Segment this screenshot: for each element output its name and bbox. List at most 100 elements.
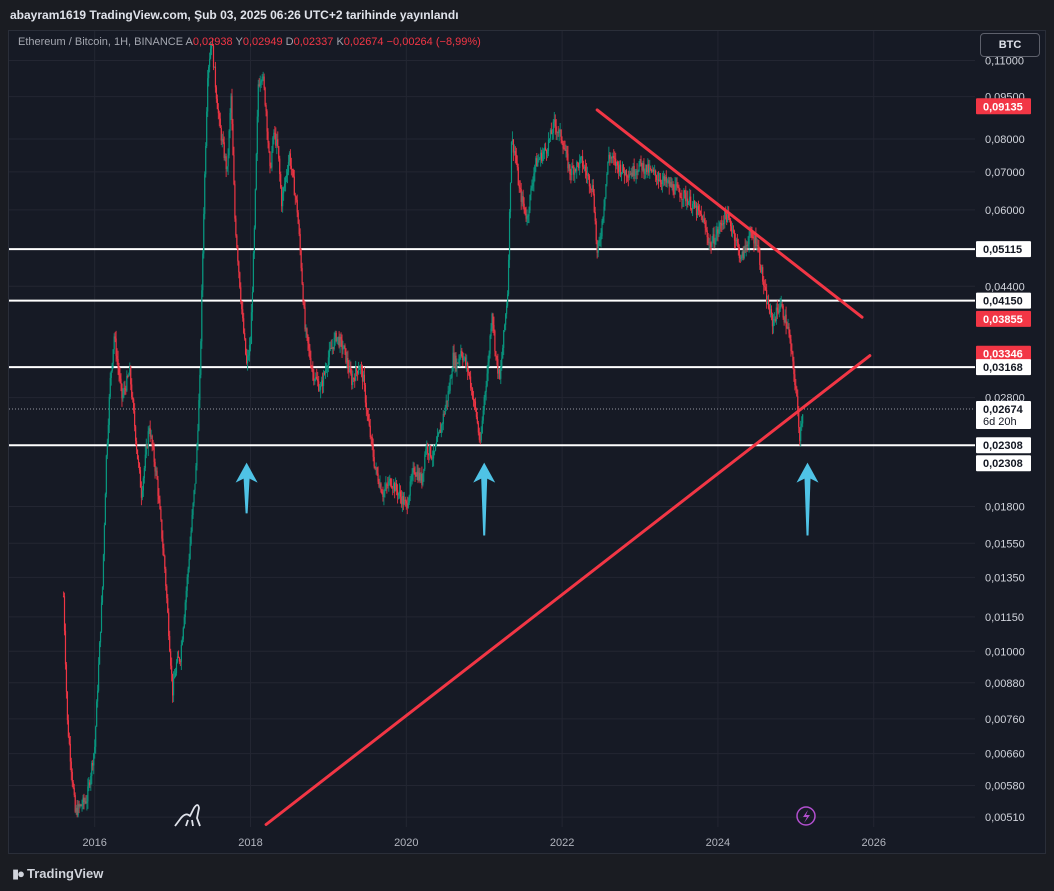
- candle-body: [635, 171, 637, 176]
- candle-body: [236, 235, 238, 248]
- tradingview-logo-icon: ▮●: [12, 866, 25, 881]
- candle-body: [259, 82, 261, 87]
- legend-change: −0,00264 (−8,99%): [386, 36, 481, 48]
- candle-body: [378, 481, 380, 487]
- candle-body: [652, 169, 654, 172]
- candle-body: [675, 184, 677, 186]
- candle-body: [668, 180, 670, 187]
- time-axis[interactable]: 2016 2018 2020 2022 2024 2026: [82, 837, 886, 849]
- candle-body: [510, 142, 513, 183]
- candle-body: [694, 205, 697, 208]
- candle-body: [627, 176, 629, 178]
- currency-button[interactable]: BTC: [980, 33, 1040, 57]
- candle-body: [348, 367, 350, 373]
- candle-body: [320, 386, 322, 390]
- candle-body: [522, 196, 524, 204]
- horizontal-levels[interactable]: [9, 248, 975, 447]
- candle-body: [755, 235, 757, 247]
- candle-body: [392, 487, 394, 489]
- candle-body: [189, 543, 191, 559]
- candle-body: [362, 374, 365, 382]
- candle-body: [304, 307, 306, 330]
- candle-body: [773, 318, 775, 320]
- candle-body: [65, 664, 68, 692]
- candle-body: [734, 240, 737, 242]
- chart-frame[interactable]: [8, 30, 1046, 854]
- candle-body: [423, 469, 425, 474]
- candle-body: [560, 129, 562, 141]
- x-tick-label: 2022: [550, 837, 574, 849]
- y-tick-label: 0,01550: [985, 538, 1025, 550]
- candle-body: [629, 174, 631, 176]
- candle-body: [364, 385, 367, 403]
- candle-body: [318, 381, 320, 391]
- legend-open-label: A: [185, 36, 193, 48]
- candle-body: [339, 336, 341, 347]
- candle-body: [376, 467, 378, 474]
- candle-body: [459, 356, 461, 359]
- candle-body: [395, 483, 398, 491]
- up-arrow-icon[interactable]: [235, 462, 258, 514]
- candle-body: [716, 229, 718, 235]
- candle-body: [476, 416, 478, 424]
- candle-body: [580, 156, 583, 158]
- candle-body: [689, 196, 691, 202]
- candle-body: [159, 499, 161, 510]
- legend-symbol: Ethereum / Bitcoin, 1H, BINANCE: [18, 36, 184, 48]
- price-axis[interactable]: 0,110000,095000,080000,070000,060000,044…: [985, 56, 1025, 825]
- candle-body: [793, 361, 795, 375]
- candle-body: [702, 218, 704, 223]
- candle-body: [95, 726, 97, 747]
- candle-body: [681, 197, 683, 200]
- trendline[interactable]: [595, 108, 864, 319]
- trendlines[interactable]: [264, 108, 872, 826]
- candle-body: [260, 81, 262, 83]
- candle-body: [531, 186, 533, 189]
- candle-body: [185, 590, 187, 603]
- candle-body: [724, 210, 726, 224]
- candle-body: [233, 155, 235, 185]
- candle-body: [194, 483, 196, 491]
- candle-body: [121, 383, 123, 399]
- candle-body: [723, 222, 725, 224]
- candle-body: [411, 472, 413, 480]
- candle-body: [606, 173, 608, 185]
- y-tick-label: 0,07000: [985, 167, 1025, 179]
- arrows[interactable]: [235, 462, 819, 536]
- y-tick-label: 0,01800: [985, 501, 1025, 513]
- tradingview-logo[interactable]: ▮● TradingView: [12, 866, 103, 882]
- candle-body: [72, 782, 74, 788]
- candle-body: [624, 170, 627, 176]
- candle-body: [781, 304, 783, 306]
- candle-body: [192, 503, 194, 515]
- candle-body: [756, 245, 758, 247]
- candle-body: [546, 151, 549, 154]
- candle-body: [86, 801, 88, 803]
- up-arrow-icon[interactable]: [796, 462, 819, 536]
- candle-body: [142, 478, 144, 491]
- candle-body: [714, 242, 716, 245]
- candle-body: [100, 602, 103, 632]
- candle-body: [708, 242, 710, 244]
- candle-body: [450, 377, 452, 379]
- candle-body: [215, 87, 218, 99]
- candle-body: [92, 762, 94, 766]
- candle-body: [168, 612, 170, 637]
- trendline[interactable]: [264, 354, 872, 826]
- candle-body: [79, 804, 81, 807]
- candle-body: [554, 119, 556, 127]
- candle-body: [505, 314, 507, 325]
- candle-body: [80, 804, 82, 807]
- candle-body: [329, 348, 331, 350]
- candle-body: [488, 353, 490, 363]
- candle-body: [537, 160, 539, 167]
- candle-body: [790, 339, 792, 352]
- candle-body: [136, 449, 139, 460]
- candle-body: [457, 362, 459, 364]
- price-labels: 0,09135 0,05115 0,04150 0,03855 0,033460,031…: [976, 98, 1031, 472]
- up-arrow-icon[interactable]: [473, 462, 496, 536]
- candle-body: [787, 326, 789, 329]
- candle-body: [254, 189, 256, 228]
- candle-body: [540, 152, 542, 159]
